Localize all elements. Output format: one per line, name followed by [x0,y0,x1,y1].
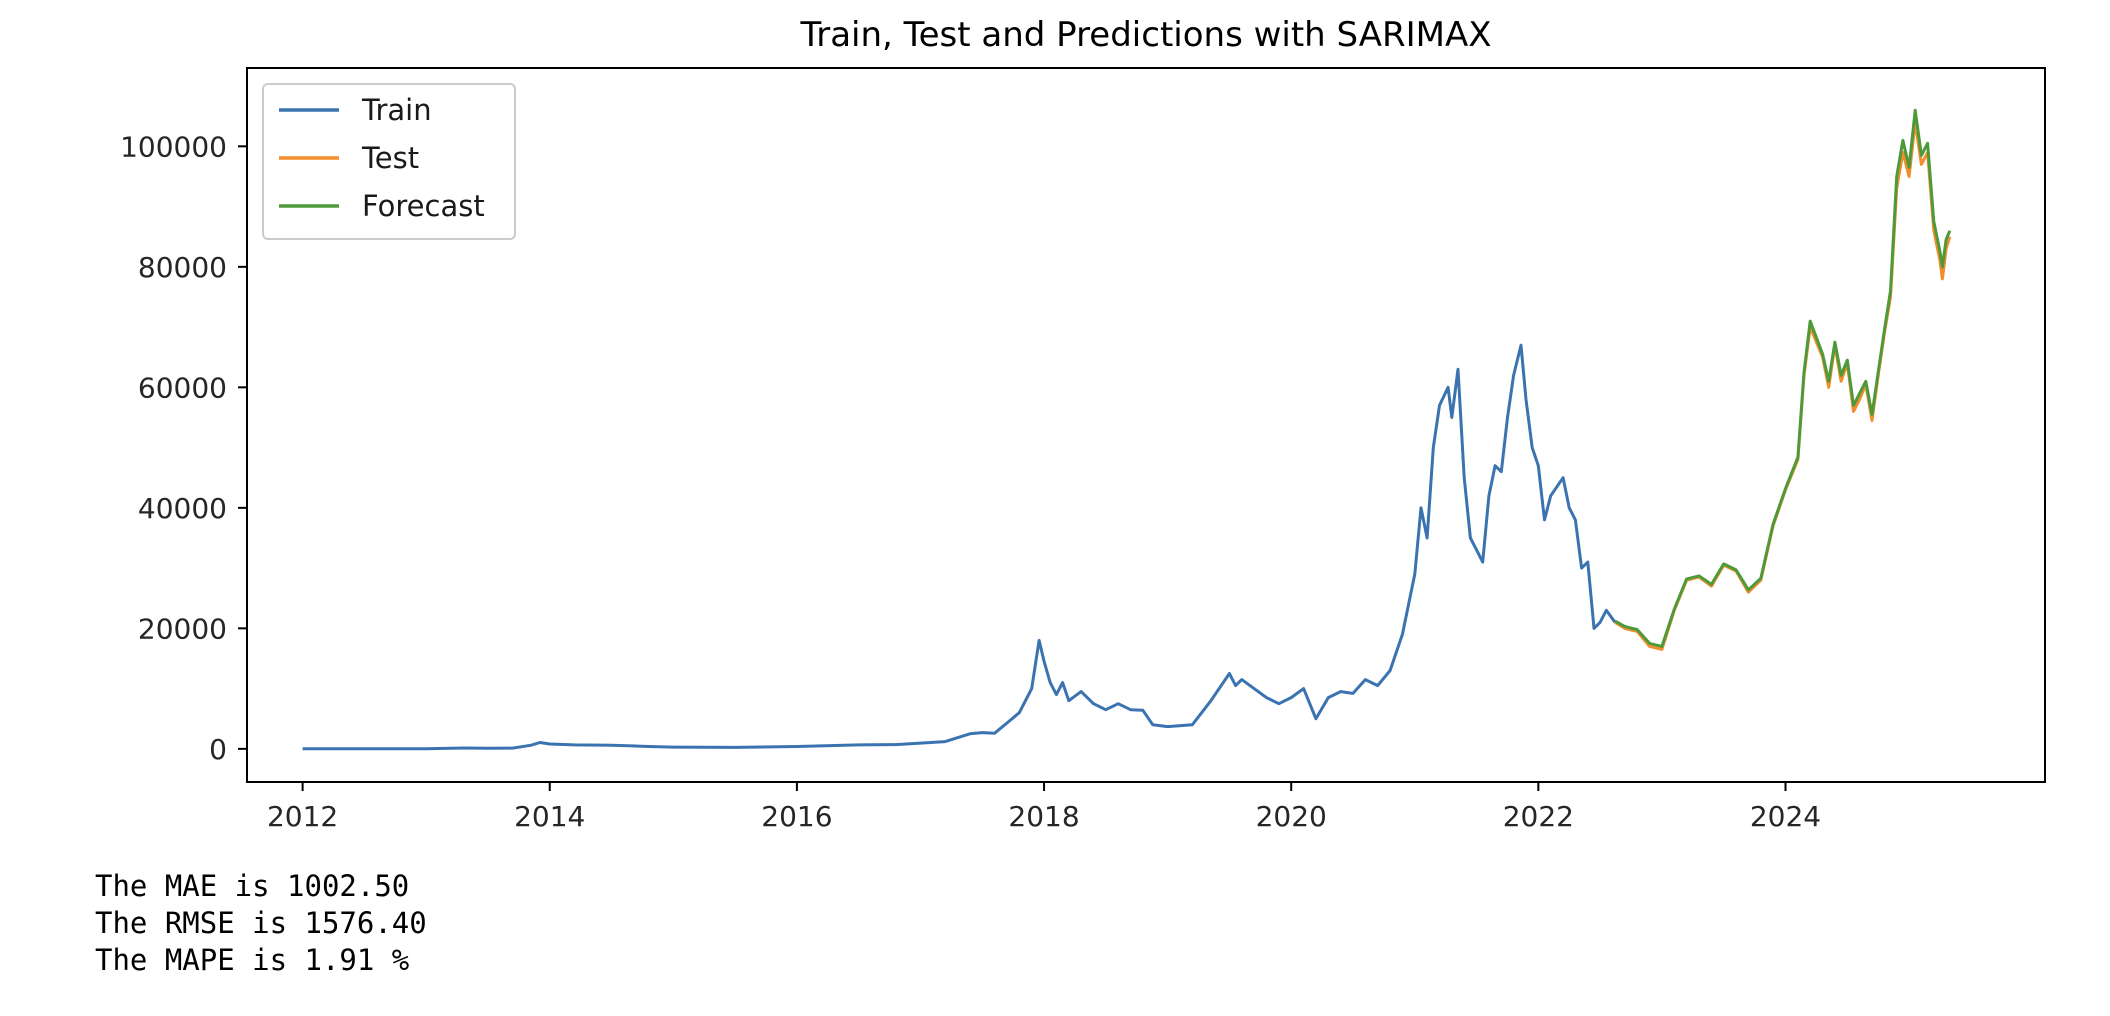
legend: Train Test Forecast [262,83,516,240]
x-tick-label: 2018 [1008,800,1079,833]
legend-entries: Train Test Forecast [279,93,485,223]
x-axis: 2012 2014 2016 2018 2020 2022 2024 [267,782,1821,833]
y-axis: 0 20000 40000 60000 80000 100000 [120,130,247,766]
metric-mae: The MAE is 1002.50 [95,869,410,903]
sarimax-chart: Train, Test and Predictions with SARIMAX… [120,15,2046,833]
y-tick-label: 20000 [138,612,227,645]
y-tick-label: 40000 [138,492,227,525]
series-line-test [1614,120,1952,651]
chart-title: Train, Test and Predictions with SARIMAX [799,15,1491,55]
x-tick-label: 2016 [761,800,832,833]
legend-label-forecast: Forecast [362,189,485,223]
plot-frame [246,67,2046,783]
series-layer [302,108,1952,751]
legend-label-test: Test [361,141,419,175]
metric-mape: The MAPE is 1.91 % [95,943,410,977]
x-tick-label: 2020 [1256,800,1327,833]
x-tick-label: 2024 [1750,800,1821,833]
plot-area [246,67,2046,783]
x-tick-label: 2012 [267,800,338,833]
series-line-forecast [1614,108,1952,648]
y-tick-label: 100000 [120,130,227,163]
metrics-output: The MAE is 1002.50 The RMSE is 1576.40 T… [95,868,427,979]
metric-rmse: The RMSE is 1576.40 [95,906,427,940]
y-tick-label: 80000 [138,251,227,284]
x-tick-label: 2022 [1503,800,1574,833]
x-tick-label: 2014 [514,800,585,833]
y-tick-label: 0 [209,733,227,766]
y-tick-label: 60000 [138,371,227,404]
series-line-train [302,343,1617,751]
legend-box [262,83,516,240]
legend-label-train: Train [361,93,432,127]
